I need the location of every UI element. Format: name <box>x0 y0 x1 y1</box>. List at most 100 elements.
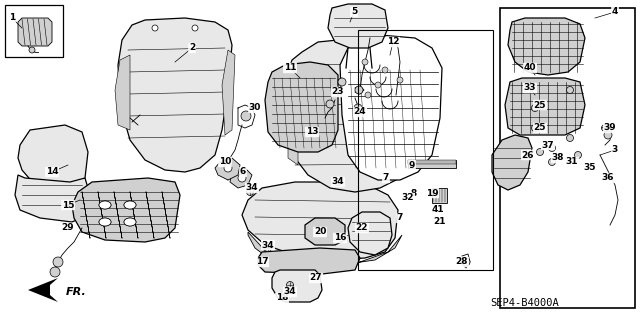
Text: 17: 17 <box>256 257 268 266</box>
Circle shape <box>355 86 363 94</box>
Circle shape <box>326 100 334 108</box>
Text: 7: 7 <box>383 174 389 182</box>
Circle shape <box>152 25 158 31</box>
Text: 31: 31 <box>566 158 579 167</box>
Circle shape <box>50 267 60 277</box>
Circle shape <box>238 174 246 182</box>
Circle shape <box>224 164 232 172</box>
Ellipse shape <box>99 201 111 209</box>
Polygon shape <box>248 232 402 265</box>
Circle shape <box>53 257 63 267</box>
Text: 32: 32 <box>402 194 414 203</box>
Polygon shape <box>222 50 235 135</box>
Circle shape <box>575 152 582 159</box>
Text: 25: 25 <box>534 123 547 132</box>
Text: 38: 38 <box>552 153 564 162</box>
Polygon shape <box>18 18 52 46</box>
Polygon shape <box>215 158 240 180</box>
Bar <box>408 160 456 164</box>
Text: 8: 8 <box>411 189 417 197</box>
Text: 12: 12 <box>387 38 399 47</box>
Polygon shape <box>288 70 298 165</box>
Circle shape <box>365 92 371 98</box>
Bar <box>5 5 63 57</box>
Circle shape <box>397 77 403 83</box>
Polygon shape <box>328 4 388 48</box>
Circle shape <box>287 281 294 288</box>
Text: 34: 34 <box>262 241 275 249</box>
Polygon shape <box>348 212 392 255</box>
Circle shape <box>241 111 251 121</box>
Bar <box>432 188 447 203</box>
Text: 27: 27 <box>310 273 323 283</box>
Circle shape <box>536 149 543 155</box>
Text: 6: 6 <box>240 167 246 176</box>
Polygon shape <box>286 38 420 192</box>
Circle shape <box>382 67 388 73</box>
Text: 10: 10 <box>219 158 231 167</box>
Polygon shape <box>230 168 252 188</box>
Circle shape <box>531 124 538 131</box>
Polygon shape <box>72 178 180 242</box>
Text: 3: 3 <box>612 145 618 154</box>
Text: 21: 21 <box>434 218 446 226</box>
Polygon shape <box>258 248 360 274</box>
Bar <box>408 160 456 168</box>
Ellipse shape <box>99 218 111 226</box>
Text: 13: 13 <box>306 128 318 137</box>
Text: 36: 36 <box>602 174 614 182</box>
Text: 7: 7 <box>397 213 403 222</box>
Text: 22: 22 <box>356 224 368 233</box>
Circle shape <box>362 59 368 65</box>
Text: 34: 34 <box>246 183 259 192</box>
Polygon shape <box>505 78 585 135</box>
Text: 37: 37 <box>541 140 554 150</box>
Circle shape <box>246 189 253 196</box>
Polygon shape <box>265 62 338 152</box>
Polygon shape <box>272 270 322 302</box>
Circle shape <box>264 244 271 251</box>
Text: 40: 40 <box>524 63 536 72</box>
Text: 18: 18 <box>276 293 288 302</box>
Text: 15: 15 <box>61 201 74 210</box>
Polygon shape <box>413 65 422 165</box>
Text: 11: 11 <box>284 63 296 72</box>
Circle shape <box>192 25 198 31</box>
Circle shape <box>354 104 362 112</box>
Text: 24: 24 <box>354 108 366 116</box>
Text: 41: 41 <box>432 205 444 214</box>
Circle shape <box>29 47 35 53</box>
Text: 5: 5 <box>351 8 357 17</box>
Circle shape <box>566 135 573 142</box>
Circle shape <box>335 179 342 186</box>
Polygon shape <box>15 175 90 222</box>
Text: 9: 9 <box>409 160 415 169</box>
Polygon shape <box>340 35 442 180</box>
Ellipse shape <box>124 201 136 209</box>
Bar <box>500 8 635 308</box>
Polygon shape <box>508 18 585 75</box>
Text: 19: 19 <box>426 189 438 197</box>
Circle shape <box>531 105 538 112</box>
Circle shape <box>602 124 609 131</box>
Polygon shape <box>115 55 130 130</box>
Bar <box>358 30 493 270</box>
Circle shape <box>375 82 381 88</box>
Circle shape <box>548 159 556 166</box>
Text: 20: 20 <box>314 227 326 236</box>
Text: 29: 29 <box>61 224 74 233</box>
Text: 39: 39 <box>604 123 616 132</box>
Text: 33: 33 <box>524 84 536 93</box>
Text: 16: 16 <box>333 234 346 242</box>
Polygon shape <box>18 125 88 190</box>
Ellipse shape <box>124 218 136 226</box>
Polygon shape <box>305 218 345 245</box>
Text: 34: 34 <box>284 287 296 296</box>
Text: 1: 1 <box>9 13 15 23</box>
Text: 34: 34 <box>332 177 344 187</box>
Circle shape <box>462 258 470 266</box>
Text: 35: 35 <box>584 164 596 173</box>
Text: 30: 30 <box>249 103 261 113</box>
Text: 25: 25 <box>534 100 547 109</box>
Polygon shape <box>492 135 532 190</box>
